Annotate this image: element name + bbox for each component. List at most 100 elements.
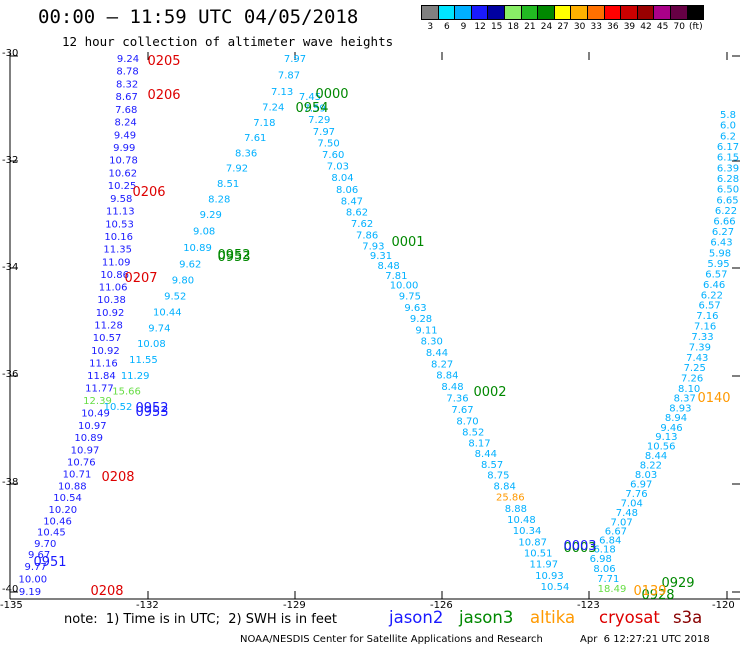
wave-height-value: 10.71	[63, 470, 92, 481]
wave-height-value: 9.62	[179, 259, 201, 270]
wave-height-value: 10.20	[48, 505, 77, 516]
wave-height-value: 10.92	[91, 346, 120, 357]
wave-height-value: 6.67	[605, 527, 627, 538]
wave-height-value: 9.52	[164, 292, 186, 303]
wave-height-value: 10.49	[81, 409, 110, 420]
wave-height-value: 9.19	[19, 587, 41, 598]
wave-height-value: 25.86	[496, 493, 525, 504]
wave-height-value: 9.24	[117, 54, 139, 65]
wave-height-value: 9.70	[34, 539, 56, 550]
wave-height-value: 6.57	[698, 301, 720, 312]
scale-tick-label: 18	[507, 22, 519, 32]
scale-tick-label: 45	[656, 22, 669, 32]
wave-height-value: 7.48	[616, 508, 638, 519]
wave-height-value: 7.71	[597, 574, 619, 585]
credit-line: NOAA/NESDIS Center for Satellite Applica…	[240, 634, 543, 645]
wave-height-value: 7.93	[362, 241, 384, 252]
wave-height-value: 8.84	[494, 481, 516, 492]
wave-height-value: 6.50	[717, 185, 739, 196]
wave-height-value: 15.66	[112, 386, 141, 397]
wave-height-value: 8.78	[116, 67, 138, 78]
wave-height-value: 7.50	[317, 138, 339, 149]
time-label: 0139	[633, 584, 666, 599]
wave-height-value: 6.17	[717, 142, 739, 153]
time-label: 0001	[391, 235, 424, 250]
wave-height-value: 10.51	[524, 548, 553, 559]
time-label: 0208	[101, 470, 134, 485]
wave-height-value: 10.56	[647, 442, 676, 453]
satellite-legend-altika: altika	[530, 608, 576, 627]
wave-height-value: 10.97	[78, 421, 107, 432]
wave-height-value: 9.63	[404, 303, 426, 314]
satellite-legend-cryosat: cryosat	[599, 608, 660, 627]
wave-height-value: 11.09	[102, 257, 131, 268]
wave-height-value: 10.52	[104, 402, 133, 413]
wave-height-value: 9.67	[28, 550, 50, 561]
wave-height-value: 7.68	[115, 105, 137, 116]
wave-height-value: 10.88	[58, 481, 87, 492]
time-label: 0951	[33, 555, 66, 570]
scale-tick-label: 33	[590, 22, 602, 32]
wave-height-value: 6.98	[590, 554, 612, 565]
wave-height-value: 7.36	[446, 394, 468, 405]
time-label: 0952	[217, 248, 250, 263]
time-label: 0954	[295, 101, 328, 116]
wave-height-value: 6.43	[710, 238, 732, 249]
wave-height-value: 8.51	[217, 179, 239, 190]
map-frame	[9, 52, 740, 600]
wave-height-value: 7.45	[299, 92, 321, 103]
wave-height-value: 8.48	[378, 261, 400, 272]
wave-height-value: 7.33	[691, 332, 713, 343]
time-label: 0000	[315, 87, 348, 102]
wave-height-value: 8.17	[468, 438, 490, 449]
generated-timestamp: Apr 6 12:27:21 UTC 2018	[580, 634, 710, 645]
wave-height-value: 10.53	[105, 219, 134, 230]
wave-height-value: 9.80	[172, 275, 194, 286]
wave-height-value: 6.2	[720, 131, 736, 142]
wave-height-value: 8.70	[456, 416, 478, 427]
scale-tick-label: 39	[623, 22, 636, 32]
time-label: 0953	[135, 405, 168, 420]
time-label: 0206	[132, 185, 165, 200]
wave-height-value: 10.44	[153, 307, 182, 318]
wave-height-value: 10.00	[19, 575, 48, 586]
wave-height-value: 7.97	[313, 127, 335, 138]
wave-height-value: 10.00	[390, 281, 419, 292]
wave-height-value: 8.88	[505, 504, 527, 515]
wave-height-value: 11.16	[89, 358, 118, 369]
wave-height-value: 7.29	[308, 115, 330, 126]
time-label: 0003	[563, 541, 596, 556]
wave-height-value: 10.45	[37, 528, 66, 539]
wave-height-value: 9.46	[660, 423, 682, 434]
wave-height-value: 6.15	[717, 153, 739, 164]
wave-height-value: 8.06	[593, 564, 615, 575]
wave-height-value: 8.03	[635, 470, 657, 481]
scale-tick-label: 42	[640, 22, 652, 32]
wave-height-value: 8.93	[669, 403, 691, 414]
satellite-legend-jason2: jason2	[389, 608, 444, 627]
wave-height-value: 7.60	[322, 150, 344, 161]
wave-height-value: 8.44	[645, 451, 667, 462]
wave-height-value: 8.10	[678, 384, 700, 395]
wave-height-value: 11.84	[87, 371, 116, 382]
wave-height-value: 5.8	[720, 110, 736, 121]
wave-height-value: 9.29	[200, 210, 222, 221]
wave-height-value: 6.22	[715, 206, 737, 217]
wave-height-value: 7.16	[696, 311, 718, 322]
wave-height-value: 8.94	[665, 413, 687, 424]
wave-height-value: 10.48	[507, 515, 536, 526]
wave-height-value: 9.75	[399, 292, 421, 303]
time-label: 0003	[563, 539, 596, 554]
units-note: note: 1) Time is in UTC; 2) SWH is in fe…	[64, 612, 337, 627]
wave-height-value: 9.77	[25, 562, 47, 573]
wave-height-value: 8.48	[441, 382, 463, 393]
wave-height-value: 9.49	[114, 130, 136, 141]
wave-height-value: 10.86	[100, 270, 129, 281]
lon-label: -120	[712, 600, 735, 611]
wave-height-value: 8.62	[346, 208, 368, 219]
scale-tick-label: 12	[474, 22, 486, 32]
scale-tick-label: 9	[460, 22, 467, 32]
wave-height-value: 8.27	[431, 359, 453, 370]
wave-height-value: 11.28	[94, 321, 123, 332]
